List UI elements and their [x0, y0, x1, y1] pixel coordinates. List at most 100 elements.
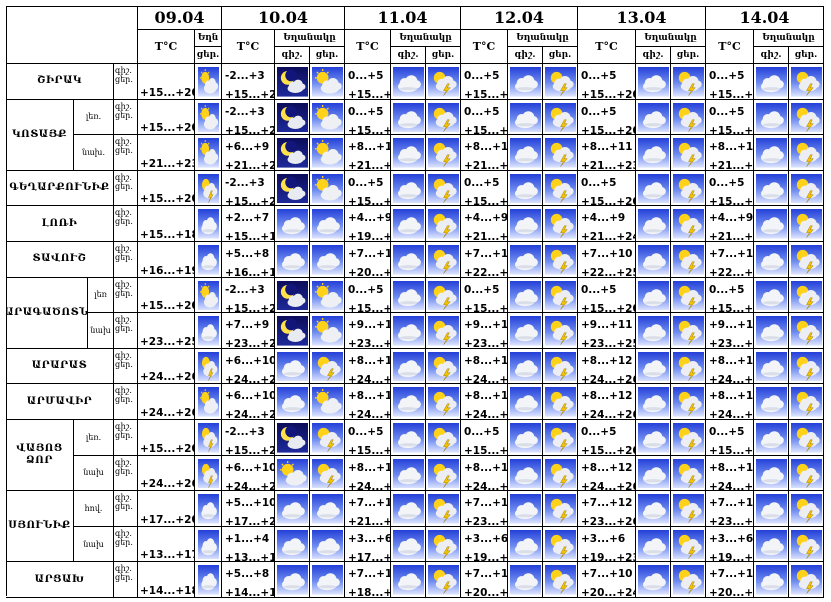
night-label: գիշ.: [115, 564, 132, 574]
day-weather-cell: [543, 277, 578, 314]
time-of-day-labels: գիշ. ցեր.: [114, 348, 138, 385]
night-header-label: գիշ.: [281, 50, 303, 60]
day-weather-cell: [543, 491, 578, 527]
temp-cell: +5...+10 +17...+20: [222, 491, 275, 527]
day-temp-value: +24...+26: [464, 373, 508, 385]
night-temp-value: -2...+3: [225, 70, 265, 82]
night-temp-value: +6...+10: [225, 390, 275, 403]
day-temp-value: +21...+23: [225, 160, 274, 171]
cloud-icon: [756, 173, 787, 204]
night-temp-value: +3...+6: [709, 532, 754, 545]
forecast-table: 09.04 T°C Եղն ցեր. 10.04 T°C Եղանակը գիշ. ցեր. 11…: [6, 6, 824, 598]
date-header: 09.04: [138, 6, 222, 30]
weather-cell: [195, 313, 222, 349]
night-label: գիշ.: [115, 172, 132, 182]
sun-cloud-icon: [198, 67, 219, 97]
cloud-icon: [756, 316, 787, 346]
temp-cell: 0...+5 +15...+20: [461, 99, 508, 136]
cloud-icon: [756, 529, 787, 560]
temp-cell: +6...+10 +24...+26: [222, 455, 275, 492]
thunderstorm-icon: [791, 529, 822, 560]
day-weather-cell: [671, 64, 706, 100]
sun-cloud-icon: [312, 173, 343, 204]
day-temp-value: +23...+25: [709, 338, 754, 349]
night-header-label: գիշ.: [514, 50, 536, 60]
weather-cell: [195, 277, 222, 314]
night-temp-value: +7...+10: [464, 568, 508, 581]
weather-header-label: Եղանակը: [516, 33, 569, 43]
temp-cell: +7...+12 +23...+26: [461, 491, 508, 527]
day-temp-value: +15...+20: [464, 445, 508, 456]
sun-cloud-icon: [198, 138, 219, 168]
day-weather-cell: [426, 277, 461, 314]
region-label: ԱՐՑԱԽ: [6, 562, 114, 598]
day-weather-cell: [310, 170, 345, 207]
night-temp-value: +7...+10: [581, 568, 633, 581]
date-label: 14.04: [739, 8, 790, 27]
cloud-icon: [756, 423, 787, 453]
temp-cell: 0...+5 +15...+20: [461, 64, 508, 100]
day-temp-value: +24...+26: [140, 478, 195, 491]
cloud-icon: [510, 387, 541, 417]
weather-header: Եղն: [195, 30, 222, 47]
thunderstorm-icon: [673, 529, 704, 560]
weather-header-label: Եղանակը: [762, 33, 815, 43]
cloud-icon: [510, 529, 541, 560]
thunderstorm-icon: [428, 280, 459, 311]
night-temp-value: +3...+6: [581, 532, 626, 545]
day-label: ցեր.: [115, 502, 133, 512]
night-weather-cell: [391, 64, 426, 100]
temp-cell: +8...+12 +24...+26: [578, 348, 636, 385]
day-header-label: ցեր.: [196, 50, 220, 60]
night-temp-value: +8...+11: [581, 141, 633, 154]
day-weather-cell: [426, 491, 461, 527]
thunderstorm-icon: [428, 102, 459, 133]
temp-cell: 0...+5 +15...+20: [345, 420, 391, 456]
night-weather-cell: [275, 562, 310, 598]
night-label: գիշ.: [115, 66, 132, 75]
night-temp-value: +7...+10: [348, 248, 390, 260]
day-temp-value: +24...+26: [709, 373, 754, 385]
cloud-icon: [393, 494, 424, 524]
region-name: ՇԻՐԱԿ: [37, 75, 82, 87]
day-temp-value: +23...+25: [581, 338, 636, 349]
region-name: ԱՐՄԱՎԻՐ: [26, 395, 93, 407]
temp-cell: +8...+12 +24...+26: [578, 455, 636, 492]
day-temp-value: +14...+18: [225, 587, 274, 598]
temp-header-label: T°C: [718, 40, 741, 53]
weather-header-label: Եղանակը: [399, 33, 452, 43]
subregion-label: նախ: [88, 313, 114, 349]
cloud-icon: [638, 209, 669, 239]
cloud-icon: [277, 565, 308, 595]
day-temp-value: +15...+20: [140, 122, 195, 135]
day-label: ցեր.: [115, 573, 133, 583]
weather-cell: [195, 526, 222, 563]
cloud-icon: [277, 529, 308, 560]
day-weather-cell: [310, 526, 345, 563]
night-weather-cell: [275, 455, 310, 492]
temp-cell: -2...+3 +15...+20: [222, 420, 275, 456]
cloud-icon: [756, 67, 787, 97]
day-weather-cell: [426, 170, 461, 207]
night-header: գիշ.: [275, 47, 310, 64]
day-temp-value: +15...+20: [581, 89, 636, 100]
cloud-icon: [510, 565, 541, 595]
temp-cell: 0...+5 +15...+20: [345, 170, 391, 207]
subregion-label: նախ.: [74, 135, 114, 171]
day-weather-cell: [543, 170, 578, 207]
temp-header-label: T°C: [154, 40, 178, 53]
night-label: գիշ.: [115, 137, 132, 147]
day-temp-value: +15...+20: [225, 195, 274, 207]
thunderstorm-icon: [791, 387, 822, 417]
thunderstorm-icon: [791, 280, 822, 311]
night-weather-cell: [508, 206, 543, 242]
thunderstorm-icon: [428, 351, 459, 382]
region-label: ՇԻՐԱԿ: [6, 64, 114, 100]
thunderstorm-icon: [791, 209, 822, 239]
day-weather-cell: [310, 455, 345, 492]
cloud-icon: [312, 245, 343, 275]
night-label: գիշ.: [115, 350, 132, 360]
night-header-label: գիշ.: [760, 50, 782, 60]
night-label: գիշ.: [115, 315, 132, 325]
thunderstorm-icon: [428, 458, 459, 489]
